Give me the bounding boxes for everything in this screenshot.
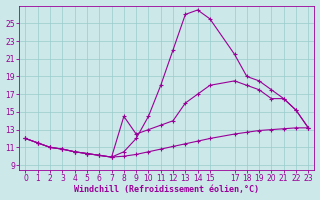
X-axis label: Windchill (Refroidissement éolien,°C): Windchill (Refroidissement éolien,°C) (74, 185, 260, 194)
